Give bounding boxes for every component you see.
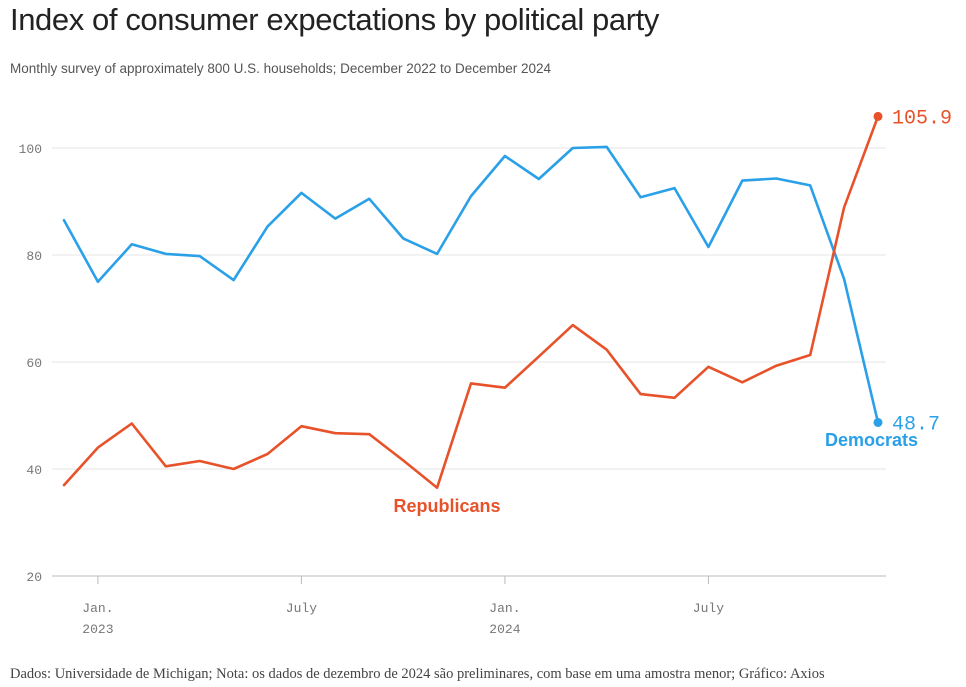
series-lines: [62, 111, 883, 489]
x-tick-label: July: [693, 601, 724, 616]
end-point-republicans: [873, 111, 883, 121]
y-tick-label: 80: [26, 249, 42, 264]
source-note: Dados: Universidade de Michigan; Nota: o…: [10, 666, 825, 682]
y-tick-label: 40: [26, 463, 42, 478]
chart-subtitle: Monthly survey of approximately 800 U.S.…: [10, 61, 552, 76]
line-chart: 100 80 60 40 20 Jan. 2023 July Jan. 2024 July 105…: [19, 107, 952, 637]
y-tick-label: 100: [19, 142, 42, 157]
end-point-democrats: [873, 417, 883, 427]
series-line-democrats: [62, 145, 880, 424]
x-axis: Jan. 2023 July Jan. 2024 July: [82, 576, 724, 637]
x-tick-label: Jan.: [82, 601, 113, 616]
series-label-democrats: Democrats: [825, 430, 918, 450]
y-tick-label: 20: [26, 570, 42, 585]
series-label-republicans: Republicans: [393, 496, 500, 516]
y-tick-label: 60: [26, 356, 42, 371]
gridlines: 100 80 60 40 20: [19, 142, 886, 585]
chart-title: Index of consumer expectations by politi…: [10, 2, 659, 37]
series-line-republicans: [62, 115, 880, 489]
end-value-republicans: 105.9: [892, 107, 952, 130]
x-tick-year-label: 2024: [489, 622, 520, 637]
x-tick-label: Jan.: [489, 601, 520, 616]
x-tick-year-label: 2023: [82, 622, 113, 637]
x-tick-label: July: [286, 601, 317, 616]
end-value-democrats: 48.7: [892, 413, 940, 436]
